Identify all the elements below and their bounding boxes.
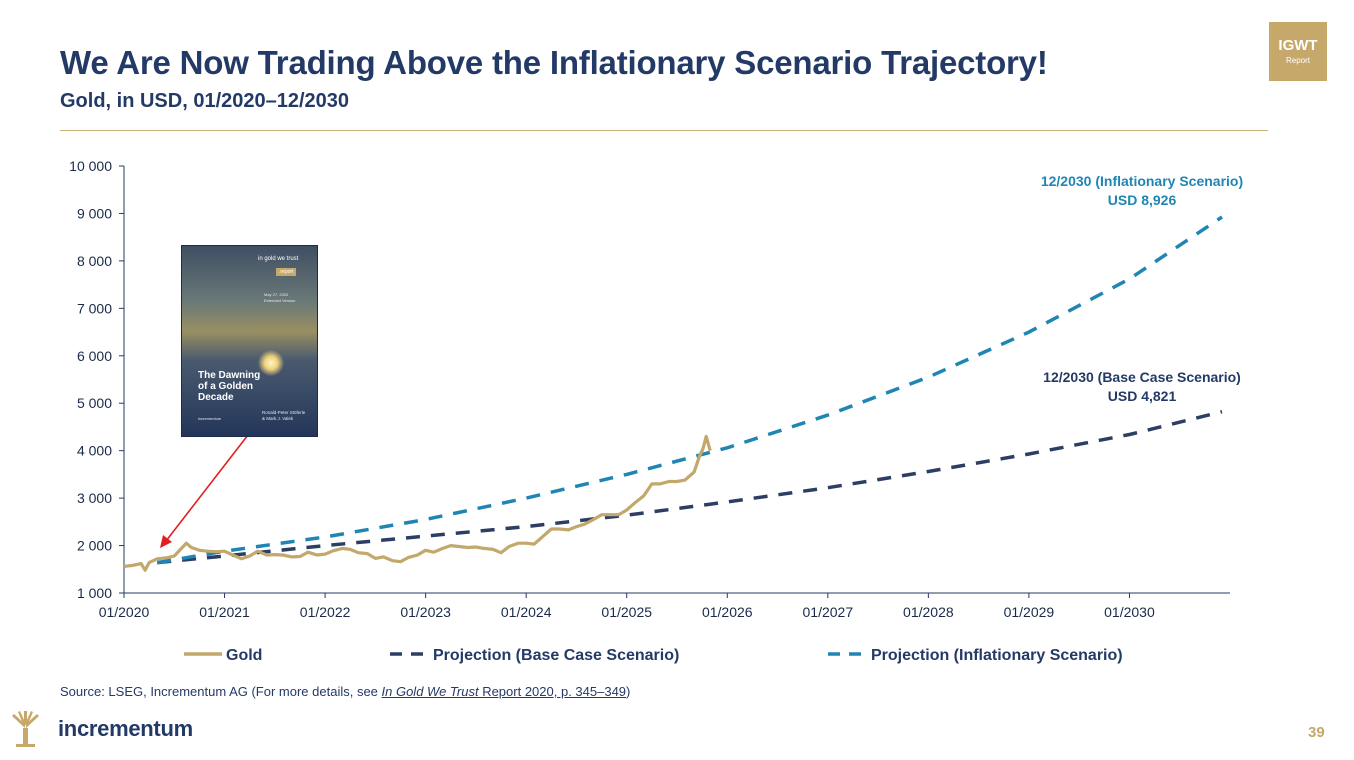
cover-authors-line1: Ronald-Peter Stöferle (262, 410, 306, 415)
badge-line1: IGWT (1278, 37, 1318, 54)
cover-pointer-arrowhead (160, 535, 172, 548)
cover-date-line1: May 27, 2020 (264, 292, 289, 297)
title-divider (60, 130, 1268, 131)
x-tick-label: 01/2020 (99, 604, 150, 620)
y-tick-label: 8 000 (77, 253, 112, 269)
legend-inflationary-label: Projection (Inflationary Scenario) (871, 647, 1123, 664)
page-number: 39 (1308, 724, 1325, 741)
x-tick-label: 01/2026 (702, 604, 753, 620)
page-title: We Are Now Trading Above the Inflationar… (60, 44, 1048, 81)
badge-line2: Report (1285, 56, 1310, 65)
y-tick-label: 3 000 (77, 490, 112, 506)
cover-report-tag: .report (276, 268, 297, 276)
cover-sun-icon (258, 350, 284, 376)
gold-price-line (123, 434, 712, 572)
source-prefix: Source: LSEG, Incrementum AG (For more d… (60, 684, 382, 699)
report-cover-image: in gold we trust .report May 27, 2020 Ex… (181, 245, 318, 437)
y-tick-label: 10 000 (69, 158, 112, 174)
x-tick-label: 01/2022 (300, 604, 351, 620)
cover-pointer-arrow (165, 434, 249, 542)
gold-price-chart: 1 000 2 000 3 000 4 000 5 000 6 000 7 000 8 000… (69, 158, 1243, 664)
legend-base-label: Projection (Base Case Scenario) (433, 647, 679, 664)
legend-gold-label: Gold (226, 647, 262, 664)
y-tick-label: 1 000 (77, 585, 112, 601)
y-tick-label: 7 000 (77, 300, 112, 316)
cover-footer: incrementum (198, 416, 222, 421)
incrementum-tree-icon (12, 711, 39, 747)
x-tick-label: 01/2025 (601, 604, 652, 620)
cover-title: The Dawning of a Golden Decade (198, 370, 260, 403)
source-suffix: ) (626, 684, 631, 699)
x-tick-label: 01/2024 (501, 604, 552, 620)
x-tick-label: 01/2029 (1004, 604, 1055, 620)
y-tick-label: 4 000 (77, 443, 112, 459)
y-tick-label: 2 000 (77, 538, 112, 554)
page-subtitle: Gold, in USD, 01/2020–12/2030 (60, 90, 350, 112)
cover-date: May 27, 2020 Extended Version (264, 292, 295, 304)
source-note: Source: LSEG, Incrementum AG (For more d… (60, 684, 630, 699)
cover-title-line3: Decade (198, 392, 234, 403)
source-pages-link[interactable]: Report 2020, p. 345–349 (478, 684, 627, 699)
cover-date-line2: Extended Version (264, 298, 296, 303)
cover-authors-line2: & Mark J. Valek (262, 416, 294, 421)
x-tick-label: 01/2027 (803, 604, 854, 620)
cover-title-line2: of a Golden (198, 381, 253, 392)
base-case-projection-line (157, 410, 1223, 565)
y-tick-label: 9 000 (77, 205, 112, 221)
y-tick-label: 5 000 (77, 395, 112, 411)
x-tick-label: 01/2021 (199, 604, 250, 620)
y-tick-label: 6 000 (77, 348, 112, 364)
x-tick-label: 01/2028 (903, 604, 954, 620)
annotation-base-value: USD 4,821 (1108, 388, 1177, 404)
annotation-base-title: 12/2030 (Base Case Scenario) (1043, 369, 1241, 385)
x-tick-label: 01/2030 (1104, 604, 1155, 620)
igwt-report-badge: IGWT Report (1269, 22, 1327, 81)
cover-title-line1: The Dawning (198, 370, 261, 381)
cover-authors: Ronald-Peter Stöferle & Mark J. Valek (262, 410, 305, 422)
annotation-inflationary-value: USD 8,926 (1108, 192, 1177, 208)
cover-logo: in gold we trust (258, 256, 299, 262)
annotation-inflationary-title: 12/2030 (Inflationary Scenario) (1041, 173, 1243, 189)
inflationary-projection-line (156, 215, 1223, 565)
incrementum-logo: incrementum (58, 716, 193, 741)
source-report-link[interactable]: In Gold We Trust (381, 684, 479, 699)
x-tick-label: 01/2023 (400, 604, 451, 620)
